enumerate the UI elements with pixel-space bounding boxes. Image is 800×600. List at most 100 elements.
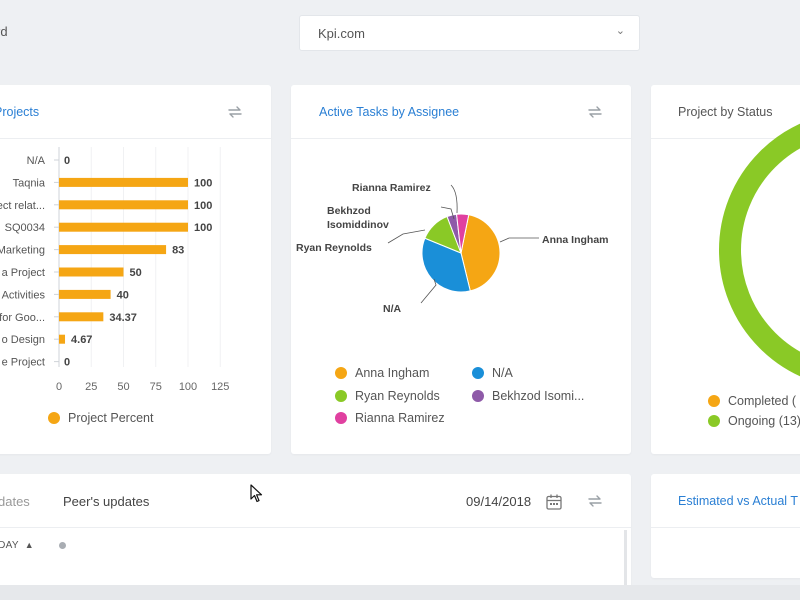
tasks-legend-item[interactable]: Bekhzod Isomi... xyxy=(472,389,584,403)
legend-dot-icon xyxy=(472,367,484,379)
legend-dot-icon xyxy=(335,412,347,424)
y-category-label: a Project xyxy=(2,267,45,279)
active-tasks-card: Active Tasks by Assignee Rianna Ramirez … xyxy=(291,85,631,454)
tasks-legend-label: Anna Ingham xyxy=(355,366,430,380)
y-category-label: Marketing xyxy=(0,245,45,257)
bar xyxy=(59,245,167,255)
callout-bekhzod-line2: Isomiddinov xyxy=(327,219,389,231)
bar-value-label: 34.37 xyxy=(109,312,137,324)
status-legend-item[interactable]: Completed ( xyxy=(708,394,796,408)
x-tick-label: 100 xyxy=(179,381,197,393)
tasks-legend-label: Rianna Ramirez xyxy=(355,411,445,425)
top-bar: rd Kpi.com ⌄ xyxy=(0,0,800,66)
estimate-card-title: Estimated vs Actual T xyxy=(678,494,798,508)
bar xyxy=(59,334,66,344)
legend-dot-icon xyxy=(708,395,720,407)
bar xyxy=(59,200,188,210)
refresh-icon[interactable] xyxy=(586,103,604,121)
status-legend-label: Completed ( xyxy=(728,394,797,408)
footer-strip xyxy=(0,585,800,600)
chevron-down-icon: ⌄ xyxy=(615,25,625,37)
y-category-label: Activities xyxy=(2,289,46,301)
tasks-legend-item[interactable]: Anna Ingham xyxy=(335,366,429,380)
estimate-card-header: Estimated vs Actual T xyxy=(651,474,800,528)
callout-na: N/A xyxy=(383,303,402,315)
y-category-label: ect relat... xyxy=(0,200,45,212)
tasks-pie-chart: Rianna Ramirez Bekhzod Isomiddinov Ryan … xyxy=(296,182,609,315)
bar xyxy=(59,267,124,277)
y-category-label: SQ0034 xyxy=(5,222,45,234)
projects-legend-label: Project Percent xyxy=(68,411,154,425)
tab-my-updates[interactable]: dates xyxy=(0,494,30,509)
tasks-card-title: Active Tasks by Assignee xyxy=(319,105,460,119)
pie-slice[interactable] xyxy=(460,214,501,292)
x-tick-label: 125 xyxy=(211,381,229,393)
refresh-icon[interactable] xyxy=(586,492,604,510)
pie-slice[interactable] xyxy=(421,237,471,293)
y-category-label: o Design xyxy=(2,334,45,346)
y-category-label: for Goo... xyxy=(0,312,45,324)
x-tick-label: 75 xyxy=(150,381,162,393)
callout-rianna: Rianna Ramirez xyxy=(352,182,431,194)
status-legend-item[interactable]: Ongoing (13) xyxy=(708,414,800,428)
bar-value-label: 0 xyxy=(64,155,70,167)
status-legend-label: Ongoing (13) xyxy=(728,414,800,428)
legend-dot-icon xyxy=(335,367,347,379)
bar-value-label: 100 xyxy=(194,177,212,189)
chevron-up-icon: ▲ xyxy=(24,540,34,550)
pie-slice[interactable] xyxy=(456,213,470,254)
legend-dot-icon xyxy=(335,390,347,402)
bar xyxy=(59,177,188,187)
dashboard-title: rd xyxy=(0,24,8,39)
workspace-select[interactable]: Kpi.com ⌄ xyxy=(299,15,640,51)
workspace-select-value: Kpi.com xyxy=(318,26,365,41)
status-card-title: Project by Status xyxy=(678,105,773,119)
bar xyxy=(59,289,111,299)
bar-value-label: 40 xyxy=(117,289,129,301)
callout-anna: Anna Ingham xyxy=(542,234,609,246)
tasks-legend-item[interactable]: Rianna Ramirez xyxy=(335,411,445,425)
tasks-card-header: Active Tasks by Assignee xyxy=(291,85,631,139)
donut-ring-ongoing xyxy=(719,123,800,377)
tab-peers-updates[interactable]: Peer's updates xyxy=(63,494,150,509)
bar xyxy=(59,312,104,322)
projects-bar-chart: 0 25 50 75 100 125 N/A 0 Taqnia 100 ect relat... 10… xyxy=(0,147,229,393)
legend-dot-icon xyxy=(48,412,60,424)
tasks-legend-item[interactable]: N/A xyxy=(472,366,513,380)
projects-card: Projects 0 25 50 75 100 125 N/A 0 Taqnia 100 ect r… xyxy=(0,85,271,454)
calendar-icon[interactable] xyxy=(545,493,563,511)
updates-card-header: dates Peer's updates 09/14/2018 xyxy=(0,474,631,528)
y-category-label: Taqnia xyxy=(13,177,46,189)
status-dot-icon xyxy=(59,542,66,549)
x-tick-label: 25 xyxy=(85,381,97,393)
callout-ryan: Ryan Reynolds xyxy=(296,242,372,254)
projects-legend-item[interactable]: Project Percent xyxy=(48,411,153,425)
bar-value-label: 0 xyxy=(64,357,70,369)
pie-callout-lines xyxy=(387,184,539,304)
projects-card-header: Projects xyxy=(0,85,271,139)
callout-bekhzod-line1: Bekhzod xyxy=(327,205,371,217)
tasks-legend-label: Ryan Reynolds xyxy=(355,389,440,403)
status-card-header: Project by Status xyxy=(651,85,800,139)
status-donut-chart xyxy=(719,123,800,377)
updates-card: dates Peer's updates 09/14/2018 ODAY ▲ xyxy=(0,474,631,600)
bar-value-label: 4.67 xyxy=(71,334,92,346)
estimated-vs-actual-card: Estimated vs Actual T xyxy=(651,474,800,578)
x-tick-label: 50 xyxy=(117,381,129,393)
bar-value-label: 50 xyxy=(130,267,142,279)
y-category-label: e Project xyxy=(2,357,45,369)
today-label: ODAY xyxy=(0,540,19,551)
legend-dot-icon xyxy=(708,415,720,427)
x-tick-label: 0 xyxy=(56,381,62,393)
bar xyxy=(59,222,188,232)
mouse-cursor-icon xyxy=(250,484,263,503)
bar-value-label: 83 xyxy=(172,245,184,257)
projects-card-title: Projects xyxy=(0,105,40,119)
tasks-legend-item[interactable]: Ryan Reynolds xyxy=(335,389,440,403)
today-group-toggle[interactable]: ODAY ▲ xyxy=(0,540,34,551)
scrollbar[interactable] xyxy=(624,530,627,590)
tasks-legend-label: N/A xyxy=(492,366,513,380)
updates-date[interactable]: 09/14/2018 xyxy=(466,494,532,509)
project-status-card: Project by Status Completed ( Ongoing (1… xyxy=(651,85,800,454)
refresh-icon[interactable] xyxy=(226,103,244,121)
